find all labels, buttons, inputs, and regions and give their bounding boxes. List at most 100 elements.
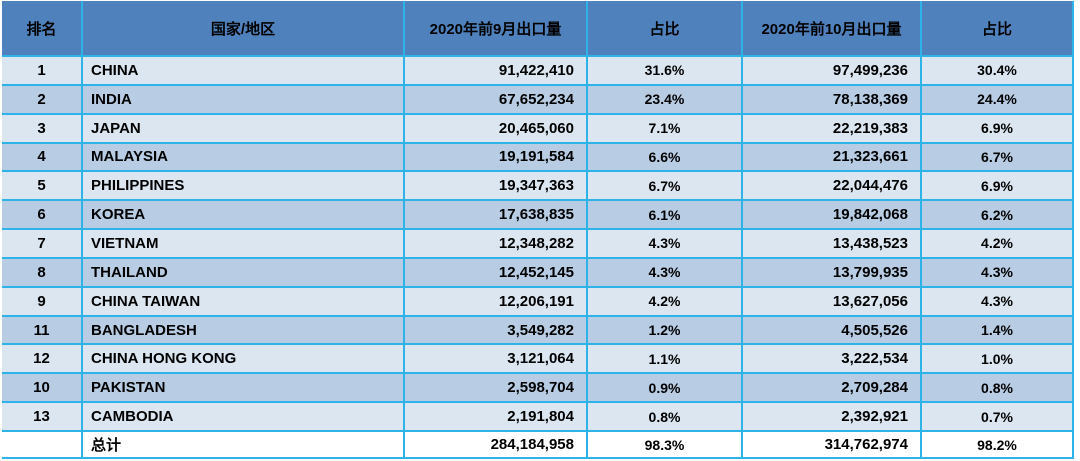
export-oct-cell: 2,709,284	[741, 372, 922, 404]
table-row: 5 PHILIPPINES 19,347,363 6.7% 22,044,476…	[2, 170, 1074, 202]
header-row: 排名 国家/地区 2020年前9月出口量 占比 2020年前10月出口量 占比	[2, 1, 1074, 57]
table-row: 2 INDIA 67,652,234 23.4% 78,138,369 24.4…	[2, 83, 1074, 115]
rank-cell: 11	[2, 314, 83, 346]
share-sep-cell: 23.4%	[586, 83, 743, 115]
country-cell: CHINA	[81, 55, 405, 86]
table-row: 9 CHINA TAIWAN 12,206,191 4.2% 13,627,05…	[2, 285, 1074, 317]
rank-cell: 9	[2, 285, 83, 317]
share-oct-cell: 1.4%	[920, 314, 1074, 346]
col-header-country: 国家/地区	[81, 1, 405, 57]
share-sep-cell: 7.1%	[586, 112, 743, 144]
export-sep-cell: 3,121,064	[403, 343, 588, 375]
share-oct-cell: 4.3%	[920, 256, 1074, 288]
country-cell: BANGLADESH	[81, 314, 405, 346]
share-oct-cell: 6.2%	[920, 199, 1074, 231]
country-cell: KOREA	[81, 199, 405, 231]
total-export-oct-cell: 314,762,974	[741, 430, 922, 459]
export-sep-cell: 17,638,835	[403, 199, 588, 231]
rank-cell: 5	[2, 170, 83, 202]
export-oct-cell: 19,842,068	[741, 199, 922, 231]
total-share-sep-cell: 98.3%	[586, 430, 743, 459]
share-sep-cell: 6.1%	[586, 199, 743, 231]
export-sep-cell: 91,422,410	[403, 55, 588, 86]
rank-cell: 8	[2, 256, 83, 288]
total-share-oct-cell: 98.2%	[920, 430, 1074, 459]
export-sep-cell: 3,549,282	[403, 314, 588, 346]
country-cell: PAKISTAN	[81, 372, 405, 404]
table-row: 11 BANGLADESH 3,549,282 1.2% 4,505,526 1…	[2, 314, 1074, 346]
export-sep-cell: 2,598,704	[403, 372, 588, 404]
share-sep-cell: 6.6%	[586, 141, 743, 173]
export-oct-cell: 13,438,523	[741, 228, 922, 259]
export-sep-cell: 12,206,191	[403, 285, 588, 317]
table-row: 1 CHINA 91,422,410 31.6% 97,499,236 30.4…	[2, 55, 1074, 86]
export-oct-cell: 3,222,534	[741, 343, 922, 375]
rank-cell: 4	[2, 141, 83, 173]
rank-cell: 3	[2, 112, 83, 144]
country-cell: VIETNAM	[81, 228, 405, 259]
country-cell: MALAYSIA	[81, 141, 405, 173]
share-oct-cell: 6.9%	[920, 112, 1074, 144]
share-sep-cell: 0.9%	[586, 372, 743, 404]
export-oct-cell: 22,219,383	[741, 112, 922, 144]
export-oct-cell: 13,799,935	[741, 256, 922, 288]
export-oct-cell: 97,499,236	[741, 55, 922, 86]
share-oct-cell: 6.7%	[920, 141, 1074, 173]
share-sep-cell: 4.3%	[586, 256, 743, 288]
share-oct-cell: 1.0%	[920, 343, 1074, 375]
share-oct-cell: 0.7%	[920, 401, 1074, 432]
share-oct-cell: 4.3%	[920, 285, 1074, 317]
share-sep-cell: 31.6%	[586, 55, 743, 86]
col-header-export-oct: 2020年前10月出口量	[741, 1, 922, 57]
export-sep-cell: 12,452,145	[403, 256, 588, 288]
export-sep-cell: 67,652,234	[403, 83, 588, 115]
share-oct-cell: 0.8%	[920, 372, 1074, 404]
share-sep-cell: 0.8%	[586, 401, 743, 432]
export-sep-cell: 12,348,282	[403, 228, 588, 259]
export-oct-cell: 78,138,369	[741, 83, 922, 115]
country-cell: PHILIPPINES	[81, 170, 405, 202]
table-row: 6 KOREA 17,638,835 6.1% 19,842,068 6.2%	[2, 199, 1074, 231]
table-row: 10 PAKISTAN 2,598,704 0.9% 2,709,284 0.8…	[2, 372, 1074, 404]
table-row: 4 MALAYSIA 19,191,584 6.6% 21,323,661 6.…	[2, 141, 1074, 173]
rank-cell: 2	[2, 83, 83, 115]
rank-cell: 10	[2, 372, 83, 404]
table-row: 12 CHINA HONG KONG 3,121,064 1.1% 3,222,…	[2, 343, 1074, 375]
share-oct-cell: 4.2%	[920, 228, 1074, 259]
share-sep-cell: 4.2%	[586, 285, 743, 317]
table-row: 7 VIETNAM 12,348,282 4.3% 13,438,523 4.2…	[2, 228, 1074, 259]
rank-cell: 12	[2, 343, 83, 375]
country-cell: CAMBODIA	[81, 401, 405, 432]
share-sep-cell: 1.2%	[586, 314, 743, 346]
export-sep-cell: 2,191,804	[403, 401, 588, 432]
col-header-rank: 排名	[2, 1, 83, 57]
rank-cell: 1	[2, 55, 83, 86]
table-row: 13 CAMBODIA 2,191,804 0.8% 2,392,921 0.7…	[2, 401, 1074, 432]
share-sep-cell: 4.3%	[586, 228, 743, 259]
share-oct-cell: 6.9%	[920, 170, 1074, 202]
col-header-share-oct: 占比	[920, 1, 1074, 57]
rank-cell: 13	[2, 401, 83, 432]
export-oct-cell: 2,392,921	[741, 401, 922, 432]
col-header-export-sep: 2020年前9月出口量	[403, 1, 588, 57]
total-row: 总计 284,184,958 98.3% 314,762,974 98.2%	[2, 430, 1074, 459]
col-header-share-sep: 占比	[586, 1, 743, 57]
country-cell: CHINA TAIWAN	[81, 285, 405, 317]
rank-cell: 7	[2, 228, 83, 259]
export-oct-cell: 22,044,476	[741, 170, 922, 202]
total-export-sep-cell: 284,184,958	[403, 430, 588, 459]
table-row: 8 THAILAND 12,452,145 4.3% 13,799,935 4.…	[2, 256, 1074, 288]
export-sep-cell: 19,191,584	[403, 141, 588, 173]
country-cell: THAILAND	[81, 256, 405, 288]
country-cell: JAPAN	[81, 112, 405, 144]
share-oct-cell: 24.4%	[920, 83, 1074, 115]
total-rank-cell	[2, 430, 83, 459]
export-sep-cell: 19,347,363	[403, 170, 588, 202]
export-oct-cell: 13,627,056	[741, 285, 922, 317]
export-sep-cell: 20,465,060	[403, 112, 588, 144]
country-cell: CHINA HONG KONG	[81, 343, 405, 375]
share-sep-cell: 6.7%	[586, 170, 743, 202]
export-oct-cell: 4,505,526	[741, 314, 922, 346]
